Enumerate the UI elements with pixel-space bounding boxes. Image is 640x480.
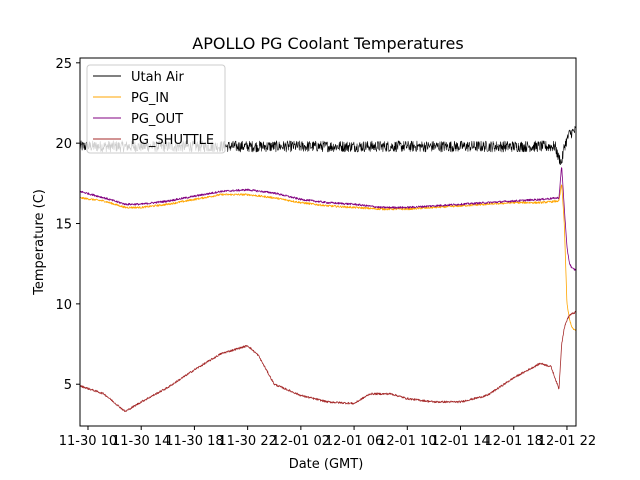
- series-line-pg-out: [79, 167, 577, 271]
- x-tick-label: 12-01 02: [272, 434, 330, 449]
- legend-label-pg-shuttle: PG_SHUTTLE: [131, 133, 214, 148]
- x-axis-label: Date (GMT): [289, 457, 364, 472]
- x-tick-label: 12-01 14: [431, 434, 489, 449]
- x-tick-label: 12-01 06: [325, 434, 383, 449]
- y-tick-label: 25: [55, 57, 72, 72]
- y-tick-label: 5: [64, 378, 72, 393]
- y-axis-label: Temperature (C): [32, 189, 47, 296]
- legend-label-pg-out: PG_OUT: [131, 112, 183, 127]
- y-axis: 5 10 15 20 25: [55, 57, 80, 393]
- x-tick-label: 11-30 14: [112, 434, 170, 449]
- y-tick-label: 10: [55, 298, 72, 313]
- plot-area-frame: [79, 57, 577, 427]
- legend-box: [86, 64, 226, 154]
- legend-label-pg-in: PG_IN: [131, 91, 169, 106]
- x-tick-label: 11-30 18: [165, 434, 223, 449]
- x-tick-label: 12-01 10: [378, 434, 436, 449]
- x-tick-label: 12-01 18: [485, 434, 543, 449]
- x-tick-label: 11-30 22: [218, 434, 276, 449]
- y-tick-label: 15: [55, 218, 72, 233]
- chart-title: APOLLO PG Coolant Temperatures: [192, 34, 463, 53]
- legend-label-utah-air: Utah Air: [131, 70, 184, 85]
- legend: Utah Air PG_IN PG_OUT PG_SHUTTLE: [86, 64, 226, 154]
- y-tick-label: 20: [55, 137, 72, 152]
- x-tick-label: 11-30 10: [59, 434, 117, 449]
- x-tick-label: 12-01 22: [538, 434, 596, 449]
- series-line-pg-in: [79, 184, 577, 332]
- series-line-pg-shuttle: [79, 310, 577, 412]
